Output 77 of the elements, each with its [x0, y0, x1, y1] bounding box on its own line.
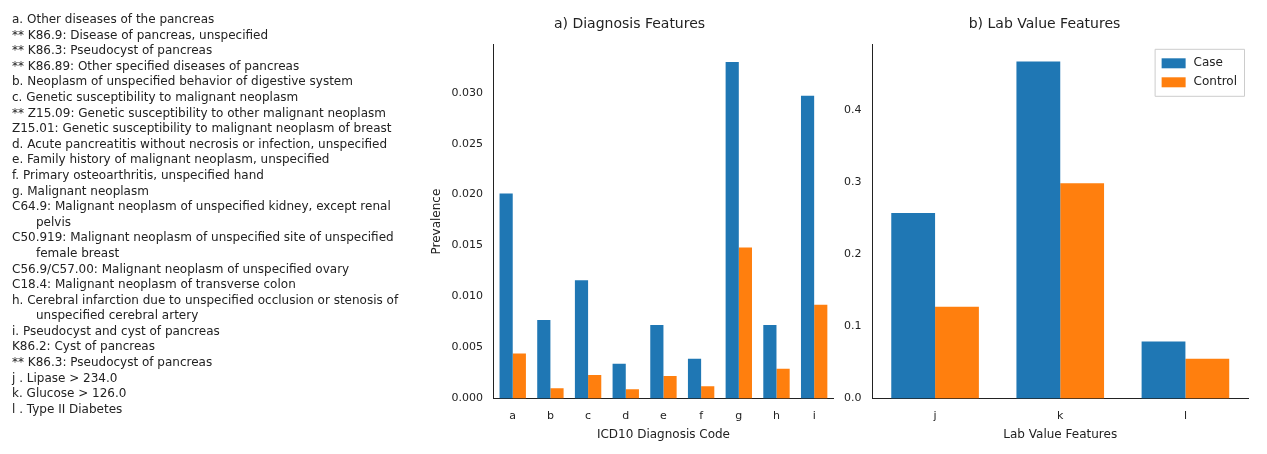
text: j . Lipase > 234.0 — [10, 370, 119, 387]
text: ** K86.9: Disease of pancreas, unspecified — [11, 27, 270, 44]
chart-title: b) Lab Value Features — [968, 15, 1121, 32]
bar — [612, 363, 626, 399]
x-axis-title: Lab Value Features — [1003, 426, 1118, 441]
bar — [763, 325, 777, 399]
text: Z15.01: Genetic susceptibility to malignant neoplasm of breast — [11, 121, 393, 137]
text: i. Pseudocyst and cyst of pancreas — [11, 323, 221, 340]
x-tick-label: l — [1183, 408, 1187, 422]
y-axis-title: Prevalence — [429, 188, 444, 255]
y-tick-label: 0.2 — [843, 246, 862, 260]
y-tick-label: 0.1 — [843, 319, 862, 333]
text: ** K86.3: Pseudocyst of pancreas — [11, 355, 214, 371]
bar — [537, 319, 551, 399]
x-tick-label: i — [812, 408, 816, 422]
bar — [1141, 341, 1186, 399]
x-tick-label: c — [585, 408, 592, 422]
text: K86.2: Cyst of pancreas — [11, 339, 156, 356]
bar — [650, 325, 664, 399]
y-tick-label: 0.015 — [451, 238, 483, 252]
bar — [1016, 61, 1061, 399]
bar — [687, 358, 702, 399]
bar — [891, 212, 936, 399]
bar — [663, 375, 677, 399]
x-tick-label: j — [932, 408, 937, 422]
bar — [512, 353, 526, 399]
x-tick-label: e — [660, 408, 668, 422]
text: ** K86.3: Pseudocyst of pancreas — [11, 43, 214, 59]
y-tick-label: 0.020 — [451, 187, 483, 201]
bar — [814, 304, 828, 399]
y-tick-label: 0.030 — [451, 85, 483, 99]
legend-label: Control — [1193, 74, 1238, 89]
y-tick-label: 0.000 — [451, 391, 483, 405]
x-tick-label: k — [1057, 408, 1065, 422]
text: k. Glucose > 126.0 — [11, 386, 128, 402]
text: d. Acute pancreatitis without necrosis or infection, unspecified — [11, 136, 389, 153]
text: C64.9: Malignant neoplasm of unspecified kidney, except renal pelvis — [11, 199, 392, 231]
x-tick-label: d — [622, 408, 630, 422]
text: l . Type II Diabetes — [11, 401, 124, 418]
bar — [776, 368, 790, 399]
text: ** Z15.09: Genetic susceptibility to other malignant neoplasm — [11, 105, 387, 122]
x-tick-label: g — [735, 408, 743, 422]
bar — [701, 386, 715, 399]
text: a. Other diseases of the pancreas — [11, 12, 216, 28]
text: g. Malignant neoplasm — [11, 183, 150, 200]
x-tick-label: h — [772, 408, 780, 422]
y-tick-label: 0.3 — [843, 174, 862, 188]
x-tick-label: b — [546, 408, 554, 422]
y-tick-label: 0.010 — [451, 289, 483, 303]
bar — [935, 306, 979, 399]
text: f. Primary osteoarthritis, unspecified hand — [11, 167, 265, 184]
bar — [625, 389, 639, 399]
text: ** K86.89: Other specified diseases of pancreas — [11, 58, 301, 75]
bar — [1060, 183, 1105, 399]
bar — [800, 95, 815, 399]
x-tick-label: a — [509, 408, 517, 422]
text: c. Genetic susceptibility to malignant neoplasm — [11, 89, 300, 106]
x-tick-label: f — [699, 408, 705, 422]
y-tick-label: 0.005 — [451, 340, 483, 354]
bar — [588, 374, 602, 399]
y-tick-label: 0.0 — [843, 391, 862, 405]
text: C50.919: Malignant neoplasm of unspecified site of unspecified female breast — [11, 230, 395, 262]
chart-title: a) Diagnosis Features — [553, 15, 706, 32]
text: e. Family history of malignant neoplasm, unspecified — [11, 152, 331, 168]
bar — [574, 280, 589, 399]
y-tick-label: 0.4 — [843, 102, 862, 116]
bar — [550, 388, 564, 399]
y-tick-label: 0.025 — [451, 136, 483, 150]
bar — [499, 193, 513, 399]
text: C56.9/C57.00: Malignant neoplasm of unspecified ovary — [11, 261, 351, 278]
text: C18.4: Malignant neoplasm of transverse colon — [11, 277, 297, 293]
bar — [1185, 358, 1230, 399]
bar — [725, 62, 739, 399]
legend-label: Case — [1193, 55, 1223, 70]
bar — [738, 247, 752, 399]
x-axis-title: ICD10 Diagnosis Code — [596, 426, 730, 441]
text: b. Neoplasm of unspecified behavior of digestive system — [11, 74, 354, 90]
